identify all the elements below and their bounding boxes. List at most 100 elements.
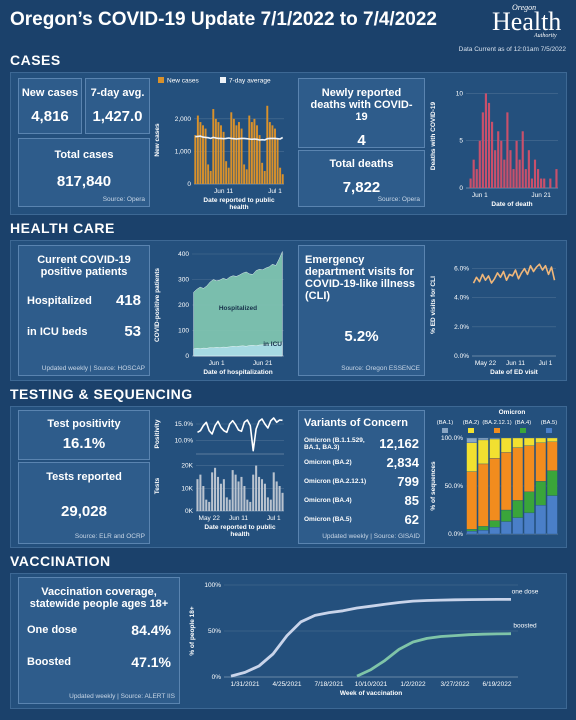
source: Source: Oregon ESSENCE	[341, 365, 420, 372]
kpi-value: 1,427.0	[92, 108, 143, 125]
y-tick-label: 10K	[181, 485, 193, 492]
bar-segment	[535, 481, 547, 506]
bar	[238, 122, 240, 184]
bar	[278, 486, 281, 511]
x-tick-label: 6/19/2022	[483, 681, 512, 688]
x-axis-label: Week of vaccination	[339, 690, 403, 697]
bar	[268, 122, 271, 184]
x-tick-label: Jun 1	[472, 192, 488, 199]
bar	[509, 150, 512, 188]
kpi-value: 47.1%	[131, 654, 171, 670]
bar	[243, 486, 246, 511]
kpi-label: Variants of Concern	[304, 417, 408, 429]
area	[193, 342, 283, 357]
kpi-label: in ICU beds	[27, 325, 88, 338]
tile: Newly reported deaths with COVID-19 4	[298, 78, 425, 149]
y-tick-label: 2,000	[175, 116, 192, 123]
bar-segment	[512, 517, 524, 535]
y-tick-label: 100%	[204, 582, 221, 589]
legend-swatch	[520, 428, 526, 433]
x-tick-label: May 22	[199, 515, 221, 522]
y-tick-label: 4.0%	[454, 295, 469, 302]
tile: Test positivity 16.1%	[18, 410, 150, 460]
bar	[263, 170, 266, 184]
y-tick-label: 15.0%	[175, 421, 194, 428]
bar	[232, 118, 235, 184]
bar	[199, 474, 202, 511]
chart-svg: 0 5 10 Jun 1 Jun 21 Deaths with COVID-19	[430, 90, 558, 199]
kpi-label: Total deaths	[329, 158, 394, 170]
chart: 0 5 10 Jun 1 Jun 21 Deaths with COVID-19 Date …	[428, 76, 564, 210]
bar-segment	[477, 530, 489, 535]
area	[193, 251, 283, 357]
legend-swatch	[468, 428, 474, 433]
logo-sub: Authority	[534, 33, 557, 39]
bar-segment	[477, 437, 489, 441]
kpi-value: 16.1%	[62, 435, 106, 452]
kpi-value: 4	[357, 132, 366, 149]
bar	[281, 492, 284, 511]
chart-svg: 0% 50% 100% 1/31/2021 4/25/2021 7/18/2021 10/1…	[189, 582, 539, 688]
variant-row: Omicron (BA.2.12.1) 799	[304, 474, 419, 489]
annotation: in ICU	[263, 341, 282, 348]
x-tick-label: Jun 11	[506, 360, 525, 367]
bar-segment	[489, 437, 501, 440]
bar-segment	[523, 491, 535, 514]
bar	[472, 159, 475, 188]
bar-segment	[546, 437, 558, 442]
bar	[274, 128, 276, 184]
legend-label: (BA.5)	[541, 420, 557, 426]
section-title: TESTING & SEQUENCING	[10, 386, 193, 402]
kpi-label: Current COVID-19 positive patients	[37, 254, 131, 278]
tile: Variants of Concern Omicron (B.1.1.529, …	[298, 410, 425, 544]
bar-segment	[500, 452, 512, 511]
y-axis-label: % of sequences	[430, 461, 437, 511]
bar	[555, 169, 558, 188]
variant-count: 85	[404, 493, 419, 508]
row: One dose 84.4%	[27, 622, 171, 638]
y-axis-label: % ED visits for CLI	[430, 276, 437, 334]
legend-label: (BA.1)	[437, 420, 453, 426]
legend-label: (BA.4)	[515, 420, 531, 426]
bar	[521, 131, 524, 188]
bar	[276, 138, 279, 184]
kpi-label: Hospitalized	[27, 294, 92, 307]
tile: Current COVID-19 positive patients Hospi…	[18, 245, 150, 376]
row: Boosted 47.1%	[27, 654, 171, 670]
kpi-value: 4,816	[31, 108, 69, 125]
bar-segment	[535, 505, 547, 535]
bar-segment	[512, 437, 524, 448]
x-tick-label: 10/10/2021	[355, 681, 388, 688]
kpi-value: 5.2%	[344, 328, 379, 345]
y-tick-label: 400	[178, 251, 189, 258]
y-axis-label: Tests	[154, 477, 161, 494]
annotation: Hospitalized	[219, 305, 257, 312]
bar	[225, 161, 228, 184]
data-current: Data Current as of 12:01am 7/5/2022	[458, 46, 566, 53]
bar	[506, 112, 509, 188]
bar	[527, 150, 530, 188]
bar	[478, 140, 481, 188]
bar-segment	[546, 495, 558, 535]
x-tick-label: Jun 11	[229, 515, 248, 522]
chart-svg: 0K 10K 20K May 22 Jun 11 Jul 1 Tests	[154, 463, 284, 522]
y-tick-label: 300	[178, 277, 189, 284]
bar	[533, 159, 537, 188]
bar	[222, 479, 225, 511]
legend-label: (BA.2.12.1)	[482, 420, 511, 426]
bar	[266, 105, 269, 184]
legend-label: (BA.2)	[463, 420, 479, 426]
y-tick-label: 0K	[185, 508, 194, 515]
legend-swatch	[158, 77, 164, 83]
bar	[269, 499, 272, 511]
bar-segment	[500, 509, 512, 522]
line	[197, 417, 283, 452]
bar	[512, 169, 515, 188]
bar	[196, 479, 199, 511]
bar-segment	[466, 437, 478, 443]
tile: 7-day avg. 1,427.0	[85, 78, 150, 134]
y-tick-label: 0	[187, 181, 191, 188]
y-tick-label: 50%	[208, 628, 221, 635]
bar-segment	[512, 447, 524, 501]
variant-name: Omicron (BA.4)	[304, 497, 352, 504]
